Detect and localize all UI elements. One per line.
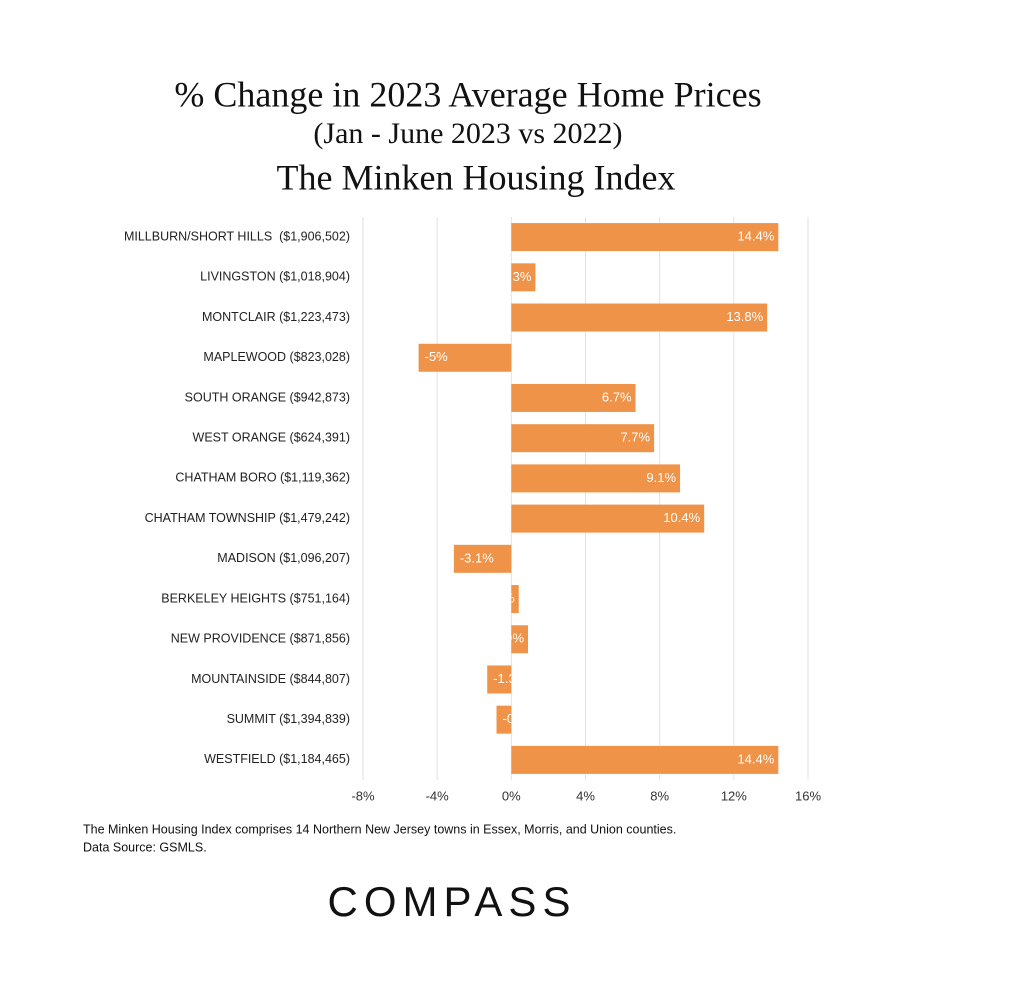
y-tick-label: MONTCLAIR ($1,223,473) [202,310,350,324]
footnote: The Minken Housing Index comprises 14 No… [83,822,676,836]
x-tick-label: 4% [576,788,595,803]
bar [487,665,512,694]
bar [511,424,655,453]
y-tick-label: CHATHAM BORO ($1,119,362) [175,471,350,485]
bar [511,625,529,654]
value-label: -3.1% [460,550,494,565]
y-tick-label: WEST ORANGE ($624,391) [193,430,350,444]
x-tick-label: -8% [351,788,375,803]
bar [511,383,636,412]
bar [418,343,512,372]
y-tick-label: WESTFIELD ($1,184,465) [204,752,350,766]
bar [511,745,779,774]
value-label: 14.4% [737,751,774,766]
chart-title: % Change in 2023 Average Home Prices [174,74,761,114]
bar [453,544,512,573]
bar [511,464,681,493]
bar [511,223,779,252]
bar [511,504,705,533]
logo: COMPASS [328,878,577,925]
bar [496,705,512,734]
x-tick-label: -4% [426,788,450,803]
chart-subtitle: The Minken Housing Index [277,157,676,197]
bar [511,585,519,614]
footnote: Data Source: GSMLS. [83,840,207,854]
y-tick-label: SOUTH ORANGE ($942,873) [185,390,350,404]
y-tick-label: SUMMIT ($1,394,839) [227,712,350,726]
y-tick-label: MAPLEWOOD ($823,028) [203,350,350,364]
value-label: 14.4% [737,229,774,244]
y-tick-label: CHATHAM TOWNSHIP ($1,479,242) [145,511,350,525]
value-label: 1.3% [502,269,532,284]
value-label: 13.8% [726,309,763,324]
value-label: 0.9% [494,631,524,646]
x-tick-label: 0% [502,788,521,803]
y-tick-label: NEW PROVIDENCE ($871,856) [171,632,350,646]
value-label: 10.4% [663,510,700,525]
x-tick-label: 12% [721,788,747,803]
x-tick-label: 16% [795,788,821,803]
bar [511,303,768,332]
chart-subtitle: (Jan - June 2023 vs 2022) [313,117,622,150]
value-label: 9.1% [646,470,676,485]
x-tick-label: 8% [650,788,669,803]
y-tick-label: MOUNTAINSIDE ($844,807) [191,672,350,686]
value-label: -0.8% [503,711,537,726]
value-label: -1.3% [493,671,527,686]
y-tick-label: BERKELEY HEIGHTS ($751,164) [161,591,350,605]
value-label: 7.7% [620,430,650,445]
y-tick-label: LIVINGSTON ($1,018,904) [200,270,350,284]
value-label: 6.7% [602,389,632,404]
y-tick-label: MADISON ($1,096,207) [217,551,350,565]
value-label: -5% [425,349,449,364]
value-label: 0.4% [485,590,515,605]
y-tick-label: MILLBURN/SHORT HILLS ($1,906,502) [124,229,350,243]
bar [511,263,536,292]
